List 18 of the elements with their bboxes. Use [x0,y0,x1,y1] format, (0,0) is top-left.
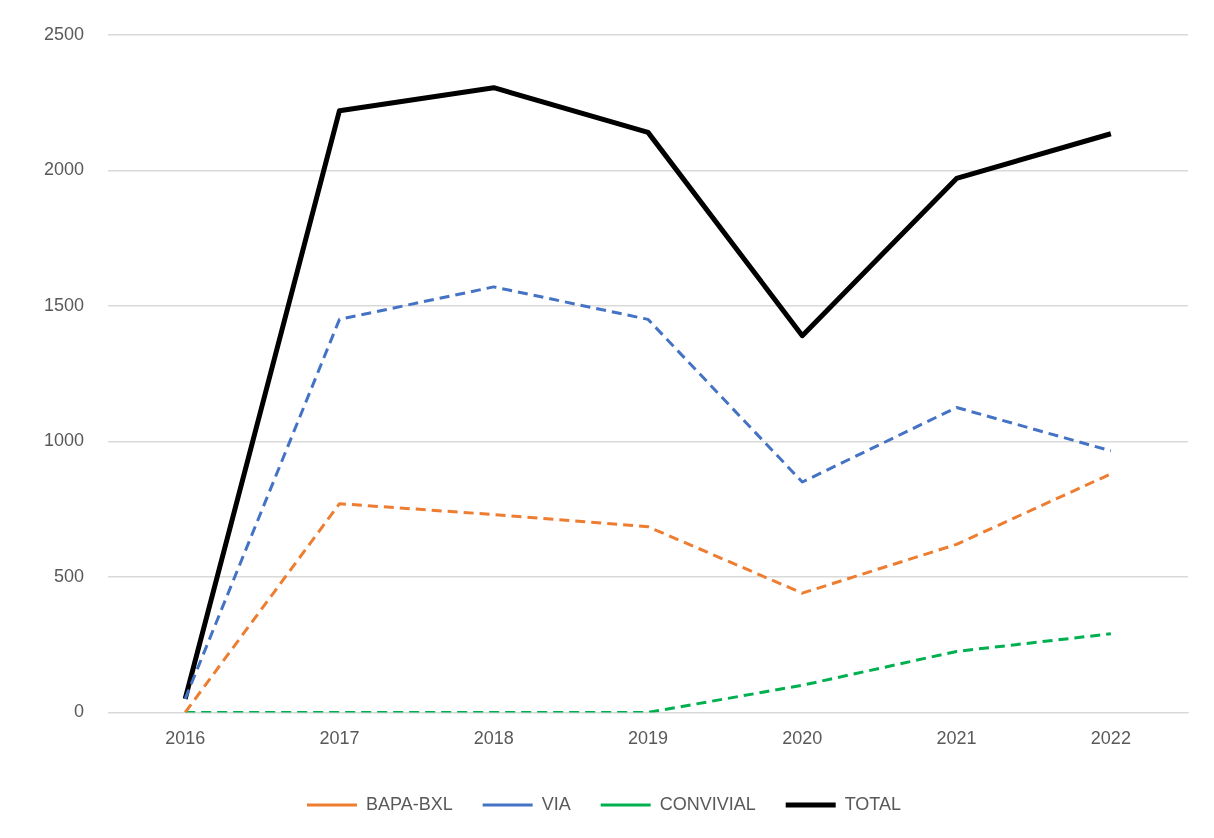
y-tick-label: 2000 [44,159,85,180]
line-series [183,285,1113,701]
x-tick-label: 2020 [782,728,823,749]
legend-label: BAPA-BXL [365,793,453,814]
y-tick-label: 0 [74,701,85,722]
x-tick-label: 2017 [319,728,360,749]
y-tick-label: 500 [54,565,85,586]
legend-label: TOTAL [844,793,902,814]
x-tick-label: 2022 [1090,728,1131,749]
y-tick-label: 2500 [44,23,85,44]
x-tick-label: 2016 [165,728,206,749]
x-tick-label: 2018 [473,728,514,749]
x-tick-label: 2021 [936,728,977,749]
y-tick-label: 1000 [44,430,85,451]
y-tick-label: 1500 [44,294,85,315]
x-tick-label: 2019 [628,728,669,749]
legend-label: CONVIVIAL [659,793,756,814]
legend-label: VIA [541,793,571,814]
